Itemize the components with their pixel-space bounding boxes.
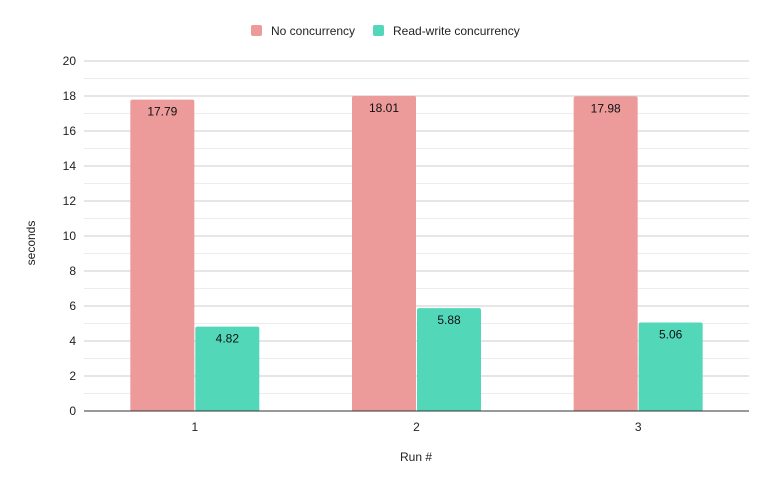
y-tick-label: 18 [63,89,77,103]
legend-label: Read-write concurrency [393,24,520,38]
y-tick-label: 12 [63,194,77,208]
y-tick-label: 16 [63,124,77,138]
y-tick-label: 4 [69,334,76,348]
y-tick-label: 20 [63,54,77,68]
data-label: 4.82 [216,332,240,346]
bar-read-write-concurrency-1 [195,326,260,411]
legend-label: No concurrency [271,24,355,38]
x-axis-title: Run # [400,450,432,464]
data-label: 5.06 [659,327,683,341]
gridlines [84,60,749,394]
y-tick-label: 6 [69,299,76,313]
y-tick-label: 8 [69,264,76,278]
x-tick-label: 1 [191,420,198,434]
bar-no-concurrency-1 [130,99,195,412]
x-tick-label: 3 [635,420,642,434]
data-label: 17.79 [147,105,177,119]
data-label: 17.98 [591,101,621,115]
bar-read-write-concurrency-2 [417,308,481,411]
legend-swatch [373,25,384,36]
legend: No concurrency Read-write concurrency [251,24,520,38]
bar-no-concurrency-3 [573,96,638,411]
y-tick-label: 10 [63,229,77,243]
data-labels: 17.79 4.82 18.01 5.88 17.98 5.06 [147,101,682,346]
data-label: 5.88 [437,313,461,327]
bar-no-concurrency-2 [352,95,416,411]
legend-swatch [251,25,262,36]
y-tick-label: 0 [69,404,76,418]
data-label: 18.01 [369,101,399,115]
y-tick-label: 14 [63,159,77,173]
y-axis-title: seconds [24,221,38,266]
x-tick-label: 2 [413,420,420,434]
y-tick-label: 2 [69,369,76,383]
bars [130,95,703,412]
bar-read-write-concurrency-3 [638,322,703,411]
